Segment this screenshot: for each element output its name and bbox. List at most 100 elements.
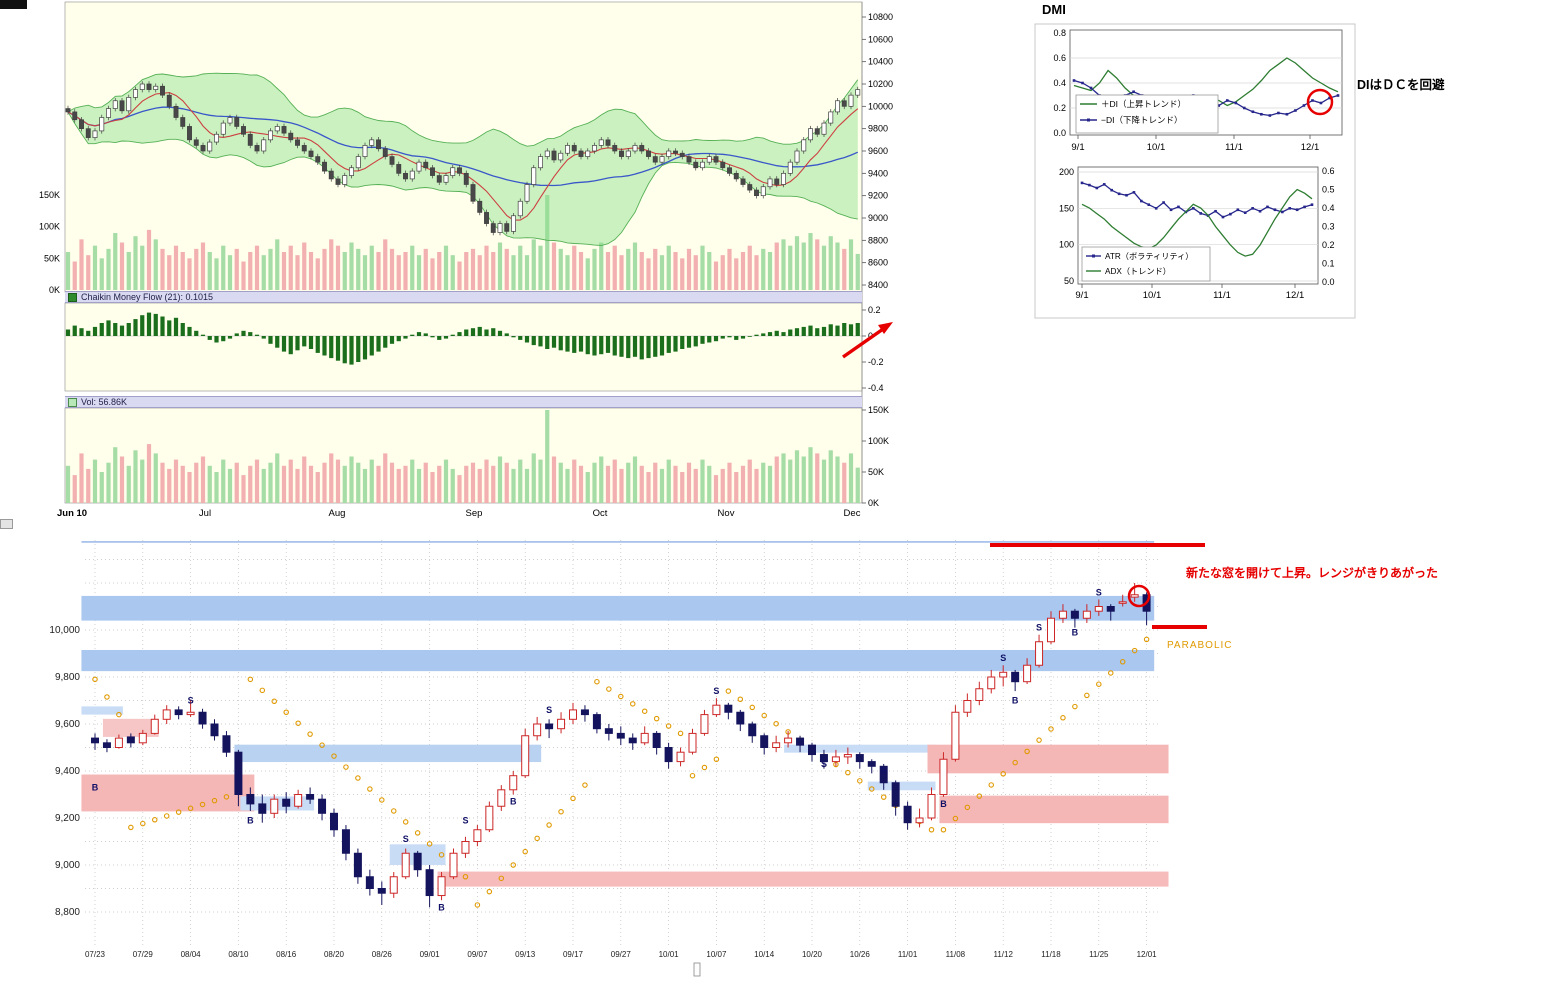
trade-signals: B S B S B S B S S S B B S B S B S bbox=[92, 587, 1102, 912]
svg-text:0.2: 0.2 bbox=[1322, 240, 1335, 250]
svg-text:B: B bbox=[880, 766, 887, 776]
atr-legend: ATR（ボラティリティ） ADX（トレンド） bbox=[1081, 246, 1211, 282]
svg-text:0K: 0K bbox=[868, 498, 879, 508]
volume-header-label: Vol: 56.86K bbox=[81, 397, 128, 407]
svg-text:10600: 10600 bbox=[868, 34, 893, 44]
svg-text:8600: 8600 bbox=[868, 258, 888, 268]
svg-text:S: S bbox=[1000, 653, 1006, 663]
svg-text:9/1: 9/1 bbox=[1071, 142, 1084, 153]
svg-text:11/08: 11/08 bbox=[946, 950, 966, 959]
svg-text:8400: 8400 bbox=[868, 280, 888, 290]
svg-text:0.0: 0.0 bbox=[1322, 277, 1335, 287]
svg-text:Sep: Sep bbox=[466, 508, 483, 519]
svg-text:B: B bbox=[247, 815, 254, 825]
svg-text:10/01: 10/01 bbox=[659, 950, 680, 959]
svg-text:150K: 150K bbox=[868, 405, 889, 415]
svg-text:11/1: 11/1 bbox=[1225, 142, 1243, 153]
volume-overlay bbox=[65, 195, 860, 290]
svg-text:S: S bbox=[713, 686, 719, 696]
svg-text:50K: 50K bbox=[868, 467, 884, 477]
scroll-button[interactable] bbox=[0, 519, 13, 529]
svg-text:9200: 9200 bbox=[868, 191, 888, 201]
main-candlestick-chart bbox=[65, 81, 861, 236]
svg-text:12/1: 12/1 bbox=[1301, 142, 1320, 153]
volume-panel-axis: 150K 100K 50K 0K bbox=[862, 405, 889, 508]
svg-text:0.0: 0.0 bbox=[1053, 128, 1066, 138]
svg-text:0.1: 0.1 bbox=[1322, 259, 1335, 269]
svg-text:Oct: Oct bbox=[593, 508, 608, 519]
svg-text:10/20: 10/20 bbox=[802, 950, 823, 959]
cmf-panel-header: Chaikin Money Flow (21): 0.1015 bbox=[65, 291, 862, 303]
svg-text:09/27: 09/27 bbox=[611, 950, 632, 959]
svg-text:S: S bbox=[188, 696, 194, 706]
svg-text:-0.2: -0.2 bbox=[868, 357, 884, 367]
svg-text:10/26: 10/26 bbox=[850, 950, 871, 959]
bottom-artifact bbox=[693, 962, 701, 977]
svg-text:11/1: 11/1 bbox=[1213, 290, 1231, 301]
svg-text:0.6: 0.6 bbox=[1322, 166, 1335, 176]
svg-text:10,000: 10,000 bbox=[49, 625, 80, 636]
cmf-icon bbox=[68, 292, 77, 302]
parabolic-label: PARABOLIC bbox=[1167, 640, 1233, 651]
svg-text:08/10: 08/10 bbox=[228, 950, 249, 959]
svg-text:ADX（トレンド）: ADX（トレンド） bbox=[1105, 267, 1171, 276]
svg-text:＋DI（上昇トレンド）: ＋DI（上昇トレンド） bbox=[1101, 99, 1186, 109]
svg-text:10000: 10000 bbox=[868, 101, 893, 111]
month-axis: Jun 10 Jul Aug Sep Oct Nov Dec bbox=[57, 508, 861, 519]
svg-text:B: B bbox=[940, 799, 947, 809]
svg-text:Jun 10: Jun 10 bbox=[57, 508, 87, 519]
svg-text:B: B bbox=[1012, 696, 1019, 706]
svg-text:9000: 9000 bbox=[868, 213, 888, 223]
svg-text:11/12: 11/12 bbox=[993, 950, 1013, 959]
daily-candlestick-chart bbox=[91, 583, 1151, 908]
svg-text:S: S bbox=[1036, 623, 1042, 633]
gap-annotation-lines bbox=[990, 543, 1207, 629]
svg-text:09/07: 09/07 bbox=[467, 950, 488, 959]
svg-text:0.5: 0.5 bbox=[1322, 185, 1335, 195]
svg-text:0.2: 0.2 bbox=[868, 305, 881, 315]
ma-long-blue-line bbox=[67, 106, 859, 187]
svg-text:9400: 9400 bbox=[868, 168, 888, 178]
svg-text:9/1: 9/1 bbox=[1075, 290, 1088, 301]
svg-text:−DI（下降トレンド）: −DI（下降トレンド） bbox=[1101, 115, 1182, 125]
svg-text:9,800: 9,800 bbox=[55, 672, 80, 683]
dmi-title: DMI bbox=[1042, 2, 1066, 17]
cmf-histogram bbox=[65, 312, 862, 365]
svg-text:09/01: 09/01 bbox=[420, 950, 441, 959]
svg-text:S: S bbox=[821, 759, 827, 769]
svg-text:Nov: Nov bbox=[718, 508, 735, 519]
svg-text:B: B bbox=[92, 782, 99, 792]
svg-text:100K: 100K bbox=[39, 222, 60, 232]
svg-text:11/18: 11/18 bbox=[1041, 950, 1061, 959]
svg-text:12/01: 12/01 bbox=[1137, 950, 1158, 959]
svg-text:08/20: 08/20 bbox=[324, 950, 345, 959]
svg-text:8800: 8800 bbox=[868, 235, 888, 245]
volume-icon bbox=[68, 397, 77, 407]
svg-text:10800: 10800 bbox=[868, 12, 893, 22]
top-left-artifact bbox=[0, 0, 27, 9]
svg-text:S: S bbox=[1096, 587, 1102, 597]
svg-text:8,800: 8,800 bbox=[55, 907, 80, 918]
trend-arrow bbox=[842, 322, 893, 359]
svg-text:08/04: 08/04 bbox=[181, 950, 202, 959]
ma-short-red-line bbox=[67, 92, 859, 221]
breakout-circle bbox=[1127, 584, 1151, 608]
svg-text:08/26: 08/26 bbox=[372, 950, 393, 959]
svg-text:B: B bbox=[438, 902, 445, 912]
svg-text:S: S bbox=[546, 705, 552, 715]
svg-text:10400: 10400 bbox=[868, 57, 893, 67]
svg-text:9,000: 9,000 bbox=[55, 860, 80, 871]
dmi-annotation: DIはＤＣを回避 bbox=[1357, 78, 1445, 92]
svg-text:9800: 9800 bbox=[868, 124, 888, 134]
svg-text:100: 100 bbox=[1059, 240, 1074, 250]
di-legend: ＋DI（上昇トレンド） −DI（下降トレンド） bbox=[1075, 94, 1219, 134]
svg-text:09/13: 09/13 bbox=[515, 950, 536, 959]
svg-text:9,200: 9,200 bbox=[55, 813, 80, 824]
bollinger-band bbox=[67, 72, 859, 246]
svg-text:0.8: 0.8 bbox=[1053, 28, 1066, 38]
svg-text:0.6: 0.6 bbox=[1053, 53, 1066, 63]
svg-text:50: 50 bbox=[1064, 276, 1074, 286]
svg-text:Dec: Dec bbox=[844, 508, 861, 519]
svg-text:10200: 10200 bbox=[868, 79, 893, 89]
